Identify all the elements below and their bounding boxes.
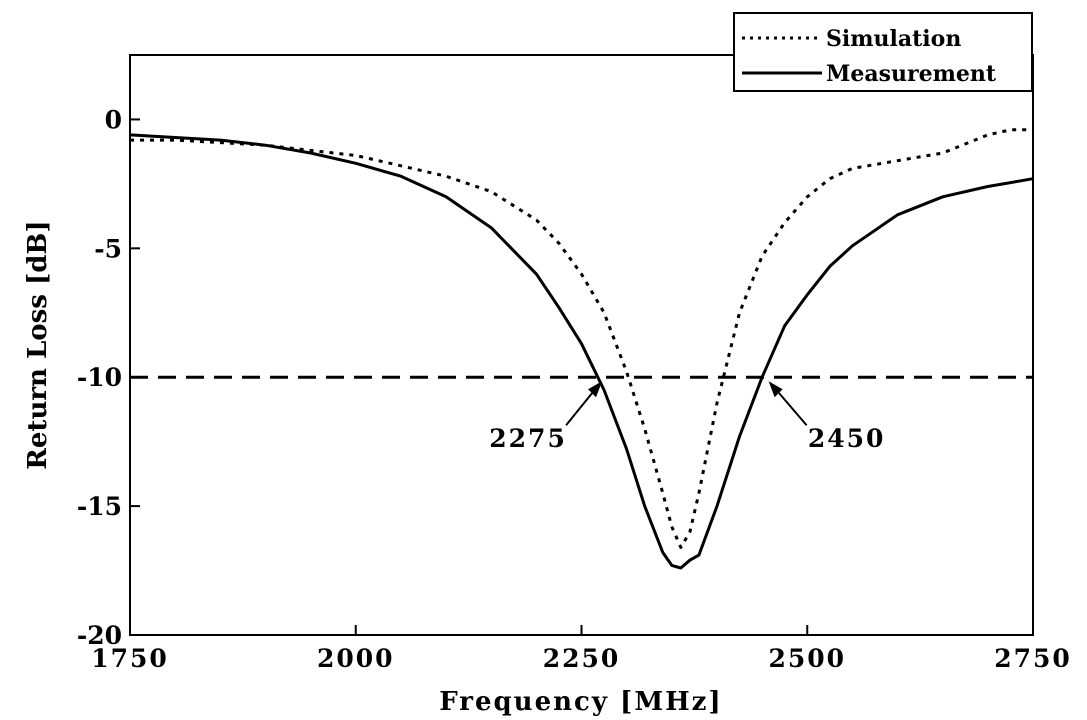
x-tick-label: 2500 [768, 644, 846, 673]
y-tick-label: -5 [94, 234, 122, 263]
legend-label-measurement: Measurement [826, 61, 997, 87]
y-tick-label: -15 [77, 492, 122, 521]
x-tick-label: 1750 [91, 644, 169, 673]
annotation-arrowhead-2275 [588, 381, 603, 398]
y-tick-label: -20 [77, 621, 122, 650]
legend: Simulation Measurement [733, 12, 1033, 92]
annotation-arrowhead-2450 [768, 381, 783, 398]
annotation-label-2275: 2275 [489, 424, 567, 453]
series-line-simulation [130, 128, 1033, 549]
x-axis-label: Frequency [MHz] [439, 687, 722, 717]
legend-label-simulation: Simulation [826, 26, 961, 52]
x-tick-label: 2750 [994, 644, 1072, 673]
x-tick-label: 2250 [543, 644, 621, 673]
y-tick-label: 0 [105, 105, 122, 134]
ticks-group: 1750 2000 2250 2500 2750 0 -5 -10 -15 -20 [77, 105, 1072, 673]
series-group [129, 128, 1034, 570]
annotation-label-2450: 2450 [808, 424, 886, 453]
series-line-measurement [129, 133, 1034, 570]
y-axis-label: Return Loss [dB] [23, 220, 53, 469]
x-tick-label: 2000 [317, 644, 395, 673]
y-tick-label: -10 [77, 363, 122, 392]
legend-box [733, 12, 1033, 92]
annotation-group: 2275 2450 [489, 381, 886, 453]
